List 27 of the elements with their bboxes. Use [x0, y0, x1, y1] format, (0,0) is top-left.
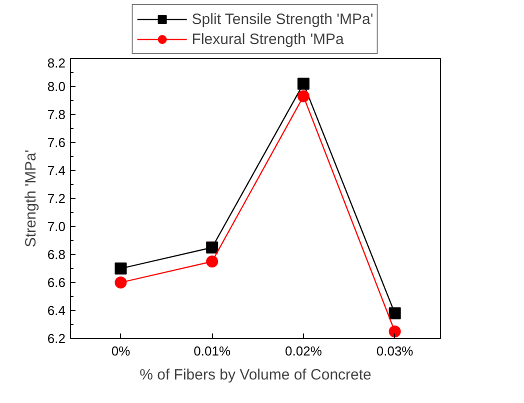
y-tick-label: 7.4 [47, 163, 66, 178]
y-tick-label: 8.0 [47, 79, 66, 94]
x-axis-title: % of Fibers by Volume of Concrete [140, 366, 372, 384]
point [388, 326, 401, 338]
point [206, 256, 218, 268]
x-tick-label: 0.02% [285, 344, 322, 358]
point [206, 242, 218, 254]
y-tick-label: 7.8 [47, 107, 66, 122]
legend-label: Split Tensile Strength 'MPa' [192, 10, 374, 28]
point [297, 90, 310, 102]
point [297, 78, 310, 90]
y-tick-label: 7.6 [47, 135, 66, 150]
y-tick-label: 7.0 [47, 219, 66, 234]
y-axis-title: Strength 'MPa' [22, 150, 40, 248]
y-tick-label: 7.2 [47, 191, 66, 206]
point [114, 276, 127, 288]
legend-label: Flexural Strength 'MPa [192, 30, 344, 48]
y-tick-label: 6.8 [47, 247, 66, 262]
x-tick-label: 0.03% [376, 344, 414, 358]
y-tick-label: 6.2 [47, 331, 66, 346]
x-tick-label: 0% [111, 344, 131, 358]
y-tick-label: 8.2 [47, 56, 66, 70]
x-tick-label: 0.01% [194, 344, 231, 358]
y-tick-label: 6.4 [47, 303, 66, 318]
point [388, 307, 401, 320]
point [114, 262, 127, 274]
y-tick-label: 6.6 [47, 275, 66, 290]
